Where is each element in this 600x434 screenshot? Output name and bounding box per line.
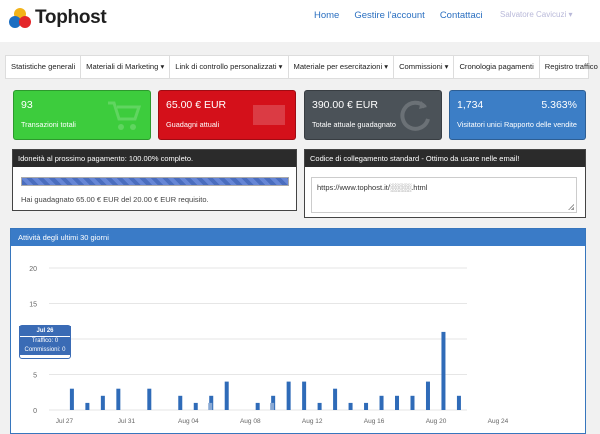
traffic-bar (255, 402, 260, 410)
traffic-bar (425, 381, 430, 410)
link-code-value: https://www.tophost.it/░░░░.html (317, 183, 428, 192)
traffic-bar (333, 388, 338, 410)
top-nav: Home Gestire l'account Contattaci (314, 10, 498, 21)
chart-tooltip: Jul 26 Traffico: 0 Commissioni: 0 (19, 325, 71, 359)
sub-nav: Statistiche generali Materiali di Market… (5, 55, 598, 79)
current-earnings-label: Guadagni attuali (166, 120, 220, 129)
top-bar: Tophost Home Gestire l'account Contattac… (0, 0, 600, 42)
x-tick-label: Aug 12 (302, 418, 323, 425)
nav-account[interactable]: Gestire l'account (354, 10, 425, 21)
card-transactions: 93 Transazioni totali (13, 90, 151, 140)
subnav-custom-links[interactable]: Link di controllo personalizzati ▾ (170, 56, 289, 78)
traffic-bar (364, 402, 369, 410)
card-visitors: 1,734 Visitatori unici 5.363% Rapporto d… (449, 90, 586, 140)
traffic-bar (410, 395, 415, 410)
cart-icon (108, 101, 142, 130)
link-panel-title: Codice di collegamento standard - Ottimo… (305, 150, 585, 167)
traffic-bar (302, 381, 307, 410)
commission-bar (208, 402, 213, 410)
y-tick-label: 20 (29, 266, 37, 273)
payment-note: Hai guadagnato 65.00 € EUR del 20.00 € E… (21, 195, 209, 204)
traffic-bar (395, 395, 400, 410)
subnav-payment-history[interactable]: Cronologia pagamenti (454, 56, 540, 78)
sales-ratio-label: Rapporto delle vendite (503, 120, 577, 129)
y-tick-label: 0 (33, 408, 37, 415)
money-icon (253, 105, 285, 125)
logo[interactable]: Tophost (8, 5, 107, 31)
nav-home[interactable]: Home (314, 10, 340, 21)
traffic-bar (100, 395, 105, 410)
x-tick-label: Aug 08 (240, 418, 261, 425)
visitors-label: Visitatori unici (457, 120, 502, 129)
traffic-bar (224, 381, 229, 410)
total-earned-value: 390.00 € EUR (312, 99, 378, 111)
subnav-commissions[interactable]: Commissioni ▾ (394, 56, 455, 78)
link-panel: Codice di collegamento standard - Ottimo… (304, 149, 586, 218)
x-tick-label: Jul 27 (56, 418, 74, 425)
subnav-training[interactable]: Materiale per esercitazioni ▾ (289, 56, 395, 78)
card-current-earnings: 65.00 € EUR Guadagni attuali (158, 90, 296, 140)
traffic-bar (69, 388, 74, 410)
traffic-bar (317, 402, 322, 410)
user-name: Salvatore Cavicuzi (500, 10, 567, 19)
activity-chart-panel: Attività degli ultimi 30 giorni 20151050… (10, 228, 586, 434)
refresh-icon (400, 100, 430, 131)
current-earnings-value: 65.00 € EUR (166, 99, 227, 111)
visitors-value: 1,734 (457, 99, 484, 111)
payment-progress-bar (21, 177, 289, 186)
brand-name: Tophost (35, 7, 107, 28)
traffic-bar (116, 388, 121, 410)
logo-icon (9, 8, 31, 28)
resize-grip-icon[interactable] (568, 204, 574, 210)
tooltip-date: Jul 26 (19, 326, 71, 336)
user-menu[interactable]: Salvatore Cavicuzi ▾ (500, 10, 573, 19)
payment-panel-title: Idoneità al prossimo pagamento: 100.00% … (13, 150, 296, 167)
transactions-value: 93 (21, 99, 33, 111)
x-tick-label: Aug 20 (426, 418, 447, 425)
traffic-bar (379, 395, 384, 410)
tooltip-traffic: Traffico: 0 (19, 337, 71, 346)
commission-bar (270, 402, 275, 410)
card-total-earned: 390.00 € EUR Totale attuale guadagnato (304, 90, 442, 140)
y-tick-label: 5 (33, 373, 37, 380)
traffic-bar (441, 331, 446, 410)
x-tick-label: Aug 16 (364, 418, 385, 425)
x-tick-label: Aug 04 (178, 418, 199, 425)
sales-ratio-value: 5.363% (541, 99, 577, 111)
y-tick-label: 15 (29, 302, 37, 309)
subnav-general-stats[interactable]: Statistiche generali (6, 56, 82, 78)
traffic-bar (178, 395, 183, 410)
subnav-traffic-log[interactable]: Registro traffico (544, 62, 598, 71)
x-tick-label: Aug 24 (488, 418, 509, 425)
traffic-bar (85, 402, 90, 410)
traffic-bar (147, 388, 152, 410)
tooltip-commissions: Commissioni: 0 (19, 346, 71, 355)
total-earned-label: Totale attuale guadagnato (312, 120, 396, 129)
traffic-bar (286, 381, 291, 410)
traffic-bar (193, 402, 198, 410)
payment-panel: Idoneità al prossimo pagamento: 100.00% … (12, 149, 297, 211)
nav-contact[interactable]: Contattaci (439, 10, 483, 21)
subnav-marketing[interactable]: Materiali di Marketing ▾ (81, 56, 171, 78)
link-code-textarea[interactable]: https://www.tophost.it/░░░░.html (311, 177, 577, 213)
traffic-bar (348, 402, 353, 410)
traffic-bar (456, 395, 461, 410)
x-tick-label: Jul 31 (118, 418, 136, 425)
transactions-label: Transazioni totali (21, 120, 76, 129)
chart-title: Attività degli ultimi 30 giorni (11, 229, 585, 246)
